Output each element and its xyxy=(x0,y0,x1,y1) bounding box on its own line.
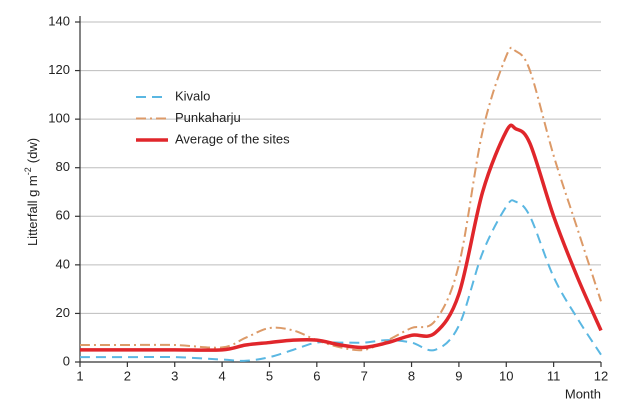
y-tick-label: 0 xyxy=(63,353,70,368)
y-tick-label: 20 xyxy=(56,305,70,320)
series-line xyxy=(79,46,602,352)
y-tick-label: 100 xyxy=(48,111,70,126)
legend-label: Kivalo xyxy=(175,88,210,103)
x-tick-label: 1 xyxy=(76,368,83,383)
series-line xyxy=(80,199,602,362)
y-label-suffix: (dw) xyxy=(25,138,40,163)
y-label-main: Litterfall g m xyxy=(25,175,40,246)
y-axis-label: Litterfall g m-2 (dw) xyxy=(23,138,40,246)
x-tick-label: 11 xyxy=(547,368,561,383)
x-axis-label: Month xyxy=(565,386,601,401)
x-tick-label: 9 xyxy=(455,368,462,383)
x-tick-label: 12 xyxy=(594,368,608,383)
x-tick-label: 5 xyxy=(266,368,273,383)
y-tick-label: 40 xyxy=(56,256,70,271)
y-label-sup: -2 xyxy=(23,167,33,175)
legend-label: Average of the sites xyxy=(175,131,290,146)
y-tick-label: 120 xyxy=(48,62,70,77)
x-tick-label: 3 xyxy=(171,368,178,383)
x-tick-label: 8 xyxy=(408,368,415,383)
x-tick-label: 4 xyxy=(218,368,225,383)
y-tick-label: 140 xyxy=(48,13,70,28)
x-tick-label: 6 xyxy=(313,368,320,383)
y-tick-label: 80 xyxy=(56,159,70,174)
legend-label: Punkaharju xyxy=(175,110,241,125)
x-tick-label: 7 xyxy=(361,368,368,383)
x-tick-label: 2 xyxy=(124,368,131,383)
x-tick-label: 10 xyxy=(499,368,513,383)
series-line xyxy=(80,123,603,352)
y-tick-label: 60 xyxy=(56,208,70,223)
